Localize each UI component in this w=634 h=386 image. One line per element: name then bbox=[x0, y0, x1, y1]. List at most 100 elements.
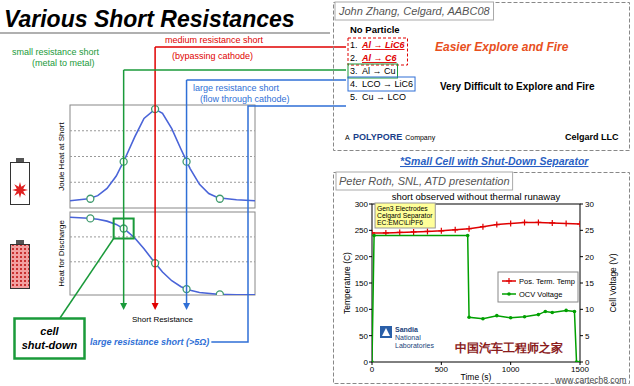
slide-canvas: Various Short ResistancesJoule Heat at S… bbox=[0, 0, 634, 386]
marker bbox=[481, 317, 485, 321]
grid-line bbox=[70, 130, 255, 131]
panel-header: John Zhang, Celgard, AABC08 bbox=[338, 5, 491, 17]
battery-terminal bbox=[16, 240, 24, 244]
plot-marks bbox=[372, 219, 580, 362]
panel-frame bbox=[334, 173, 630, 384]
marker bbox=[523, 315, 527, 319]
marker bbox=[216, 195, 223, 202]
connector bbox=[187, 79, 346, 81]
legend-swatch bbox=[507, 292, 511, 296]
axis-label: Time (s) bbox=[461, 372, 492, 382]
tick bbox=[580, 283, 583, 284]
marker bbox=[452, 227, 458, 233]
connector bbox=[186, 80, 188, 304]
marker bbox=[577, 221, 580, 227]
list-item: LCO → LiC6 bbox=[362, 79, 413, 89]
list-item: Al → C6 bbox=[361, 53, 398, 63]
battery-icon bbox=[11, 245, 30, 289]
watermark: 中国汽车工程师之家 bbox=[455, 341, 563, 355]
tick bbox=[369, 335, 372, 336]
brand: Celgard LLC bbox=[565, 132, 619, 142]
panel-frame bbox=[334, 3, 630, 151]
marker bbox=[578, 360, 580, 362]
logo-text: Sandia bbox=[395, 326, 418, 333]
list-item: Al → LiC6 bbox=[361, 40, 405, 50]
tick-label: 50 bbox=[359, 332, 368, 341]
item-box bbox=[348, 38, 407, 65]
panel-header: Peter Roth, SNL, ATD presentation bbox=[339, 175, 510, 187]
inset-box bbox=[375, 203, 435, 228]
marker bbox=[87, 195, 94, 202]
series-line bbox=[70, 109, 255, 201]
marker bbox=[438, 228, 444, 234]
watermark: www.cartech8.com bbox=[554, 375, 626, 385]
callout-text: shut-down bbox=[22, 339, 78, 351]
annotation: (bypassing cathode) bbox=[172, 51, 253, 61]
annotation: small resistance short bbox=[12, 47, 100, 57]
marker bbox=[480, 224, 486, 230]
tick-label: 200 bbox=[355, 253, 369, 262]
marker bbox=[522, 219, 528, 225]
inset-text: EC:EMC\LiPF6 bbox=[377, 219, 423, 226]
tick bbox=[369, 362, 372, 363]
tick-label: 20 bbox=[585, 253, 594, 262]
battery-icon bbox=[11, 163, 30, 205]
marker bbox=[397, 229, 403, 235]
highlight-box bbox=[114, 219, 134, 239]
tick-label: 0 bbox=[364, 358, 369, 367]
list-number: 5. bbox=[350, 92, 358, 102]
marker bbox=[564, 309, 568, 313]
legend-swatch bbox=[506, 278, 512, 284]
tick bbox=[580, 230, 583, 231]
tick-label: 1000 bbox=[502, 365, 520, 374]
marker bbox=[535, 219, 541, 225]
tick-label: 300 bbox=[355, 200, 369, 209]
tick bbox=[369, 204, 372, 205]
connector bbox=[154, 47, 156, 304]
axis-label: Temperature (C) bbox=[342, 252, 352, 314]
marker bbox=[544, 310, 548, 314]
marker bbox=[372, 360, 374, 362]
tick-label: 5 bbox=[585, 332, 590, 341]
marker bbox=[216, 291, 223, 295]
plot-frame bbox=[70, 212, 255, 295]
tick bbox=[580, 204, 583, 205]
tick-label: 500 bbox=[435, 365, 449, 374]
annotation: large resistance short bbox=[193, 83, 280, 93]
list-number: 1. bbox=[350, 40, 358, 50]
plot-marks bbox=[70, 215, 255, 295]
legend: Pos. Term. TempOCV Voltage bbox=[498, 272, 578, 302]
tick-label: 100 bbox=[355, 305, 369, 314]
tick bbox=[369, 309, 372, 310]
annotation: (flow through cathode) bbox=[200, 94, 290, 104]
slide-title: Various Short Resistances bbox=[4, 6, 295, 32]
axis-label: Cell Voltage (V) bbox=[608, 253, 618, 312]
plot-frame bbox=[70, 105, 255, 208]
marker bbox=[495, 314, 499, 318]
marker bbox=[372, 234, 376, 238]
marker bbox=[549, 220, 555, 226]
logo-mark bbox=[380, 326, 392, 338]
tick-label: 150 bbox=[355, 279, 369, 288]
legend-text: Pos. Term. Temp bbox=[519, 277, 575, 286]
arrow-head bbox=[152, 303, 159, 310]
connector bbox=[124, 69, 346, 71]
axis-label: Heat for Discharge bbox=[57, 220, 66, 287]
marker bbox=[508, 220, 514, 226]
logo-text: Laboratories bbox=[395, 342, 434, 349]
list-number: 2. bbox=[350, 53, 358, 63]
marker bbox=[573, 310, 577, 314]
grid-line bbox=[70, 236, 255, 237]
arrow-head bbox=[183, 303, 190, 310]
tick-label: 25 bbox=[585, 226, 594, 235]
short-spark bbox=[12, 182, 28, 198]
plot-marks bbox=[70, 106, 255, 203]
marker bbox=[494, 222, 500, 228]
marker bbox=[467, 315, 471, 319]
panel-header-box bbox=[335, 2, 494, 20]
tick-label: 15 bbox=[585, 279, 594, 288]
callout-text: cell bbox=[40, 325, 59, 337]
connector bbox=[60, 239, 114, 318]
annotation: medium resistance short bbox=[165, 35, 264, 45]
tick bbox=[580, 309, 583, 310]
